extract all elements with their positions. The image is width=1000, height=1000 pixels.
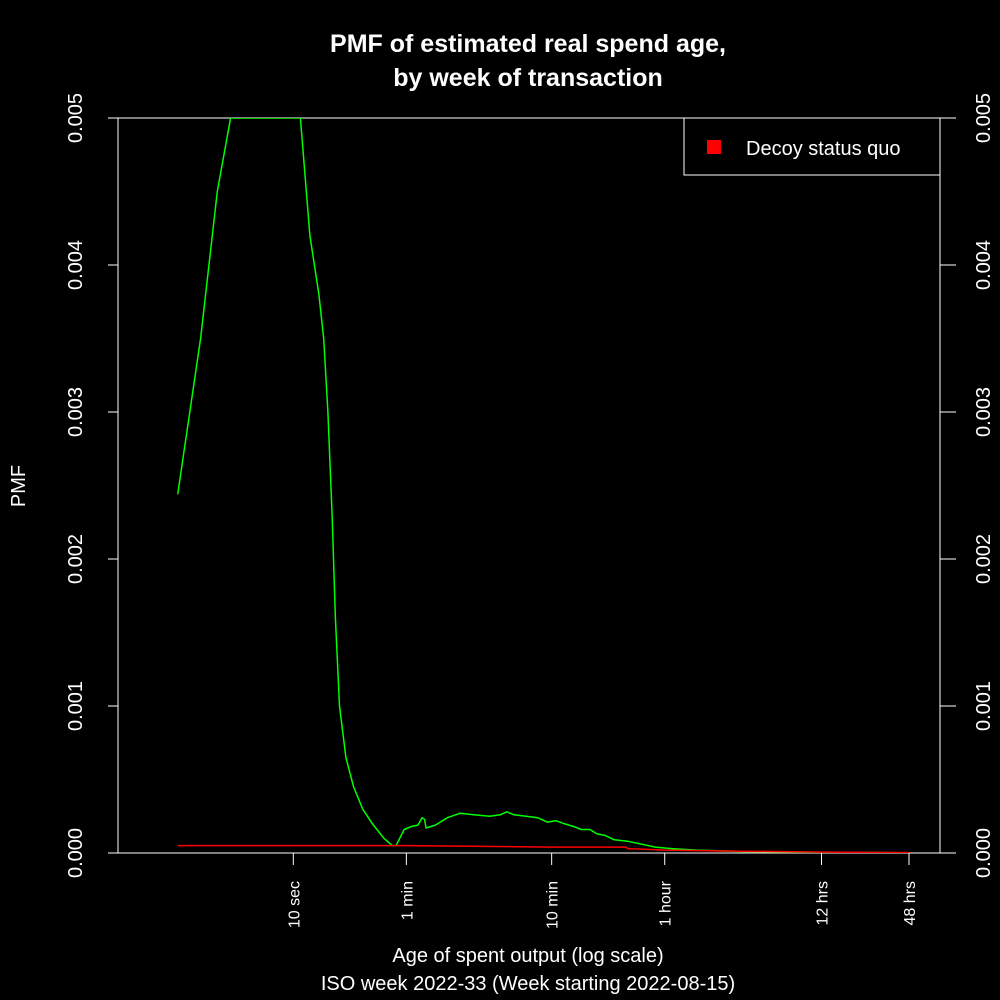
legend: Decoy status quo bbox=[683, 117, 941, 176]
x-tick-label: 1 min bbox=[399, 881, 416, 920]
x-axis-label: Age of spent output (log scale) bbox=[392, 945, 663, 967]
legend-swatch bbox=[707, 140, 721, 154]
x-tick-label: 48 hrs bbox=[902, 881, 919, 925]
series-layer bbox=[176, 118, 910, 853]
y-axis-right: 0.000 0.001 0.002 0.003 0.004 0.005 bbox=[940, 93, 995, 878]
chart-title: PMF of estimated real spend age, bbox=[330, 30, 726, 58]
series-line-decoy-status-quo bbox=[177, 844, 910, 853]
y-axis-label: PMF bbox=[8, 465, 30, 507]
y-tick-label-right: 0.001 bbox=[973, 681, 995, 731]
y-tick-label-right: 0.002 bbox=[973, 534, 995, 584]
y-tick-label-left: 0.005 bbox=[65, 93, 87, 143]
y-tick-label-left: 0.001 bbox=[65, 681, 87, 731]
y-tick-label-left: 0.003 bbox=[65, 387, 87, 437]
y-tick-label-left: 0.004 bbox=[65, 240, 87, 290]
x-tick-label: 10 min bbox=[545, 881, 562, 929]
x-axis: 10 sec 1 min 10 min 1 hour 12 hrs 48 hrs bbox=[286, 853, 919, 929]
x-tick-label: 1 hour bbox=[658, 880, 675, 926]
series-line-green bbox=[176, 118, 910, 853]
y-tick-label-right: 0.000 bbox=[973, 828, 995, 878]
x-tick-label: 10 sec bbox=[286, 881, 303, 928]
x-tick-label: 12 hrs bbox=[815, 881, 832, 925]
chart-title-line2: by week of transaction bbox=[393, 64, 663, 92]
legend-label: Decoy status quo bbox=[746, 138, 901, 160]
plot-frame bbox=[117, 117, 941, 854]
x-axis-subtitle: ISO week 2022-33 (Week starting 2022-08-… bbox=[321, 973, 735, 995]
legend-box bbox=[683, 117, 941, 176]
y-tick-label-left: 0.000 bbox=[65, 828, 87, 878]
y-tick-label-right: 0.003 bbox=[973, 387, 995, 437]
y-tick-label-right: 0.005 bbox=[973, 93, 995, 143]
y-axis-left: 0.000 0.001 0.002 0.003 0.004 0.005 bbox=[65, 93, 118, 878]
y-tick-label-right: 0.004 bbox=[973, 240, 995, 290]
y-tick-label-left: 0.002 bbox=[65, 534, 87, 584]
